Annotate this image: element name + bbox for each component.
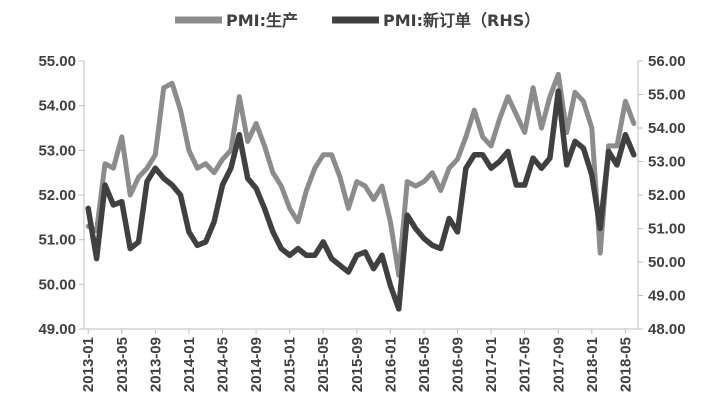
chart-axes: 49.00 50.00 51.00 52.00 53.00 54.00 55.00 48.00… — [38, 53, 685, 392]
x-axis-tick-label: 2014-09 — [248, 337, 265, 392]
x-axis-tick-label: 2013-05 — [114, 337, 131, 392]
right-axis-tick-label: 51.00 — [648, 221, 686, 238]
left-axis-tick-label: 51.00 — [38, 232, 76, 249]
right-axis-tick-label: 55.00 — [648, 87, 686, 104]
x-axis-tick-label: 2018-01 — [584, 337, 601, 392]
legend-label-new-orders: PMI:新订单（RHS） — [383, 11, 540, 30]
x-axis-tick-label: 2014-05 — [215, 337, 232, 392]
x-axis-tick-label: 2016-09 — [450, 337, 467, 392]
right-axis-tick-label: 48.00 — [648, 321, 686, 338]
right-axis-tick-label: 52.00 — [648, 187, 686, 204]
x-axis-tick-label: 2015-01 — [282, 337, 299, 392]
x-axis-tick-label: 2018-05 — [617, 337, 634, 392]
left-axis-tick-label: 53.00 — [38, 142, 76, 159]
x-axis-tick-label: 2017-09 — [550, 337, 567, 392]
x-axis-tick-label: 2016-01 — [382, 337, 399, 392]
right-axis-tick-label: 53.00 — [648, 154, 686, 171]
right-axis-tick-label: 49.00 — [648, 288, 686, 305]
left-axis-tick-label: 49.00 — [38, 321, 76, 338]
x-axis-tick-label: 2016-05 — [416, 337, 433, 392]
x-axis-tick-label: 2017-01 — [483, 337, 500, 392]
legend-label-production: PMI:生产 — [226, 11, 298, 30]
right-axis-tick-label: 56.00 — [648, 53, 686, 70]
x-axis-tick-label: 2015-09 — [349, 337, 366, 392]
right-axis-tick-label: 50.00 — [648, 254, 686, 271]
left-axis-tick-label: 50.00 — [38, 276, 76, 293]
x-axis-tick-label: 2017-05 — [517, 337, 534, 392]
right-axis-tick-label: 54.00 — [648, 120, 686, 137]
x-axis-tick-label: 2013-09 — [147, 337, 164, 392]
left-axis-tick-label: 55.00 — [38, 53, 76, 70]
chart-series — [85, 71, 637, 312]
x-axis-tick-label: 2013-01 — [80, 337, 97, 392]
x-axis-tick-label: 2014-01 — [181, 337, 198, 392]
series-line-production — [85, 71, 637, 278]
series-line-new-orders — [85, 88, 637, 312]
left-axis-tick-label: 52.00 — [38, 187, 76, 204]
chart-legend: PMI:生产 PMI:新订单（RHS） — [175, 11, 540, 30]
x-axis-tick-label: 2015-05 — [315, 337, 332, 392]
left-axis-tick-label: 54.00 — [38, 98, 76, 115]
